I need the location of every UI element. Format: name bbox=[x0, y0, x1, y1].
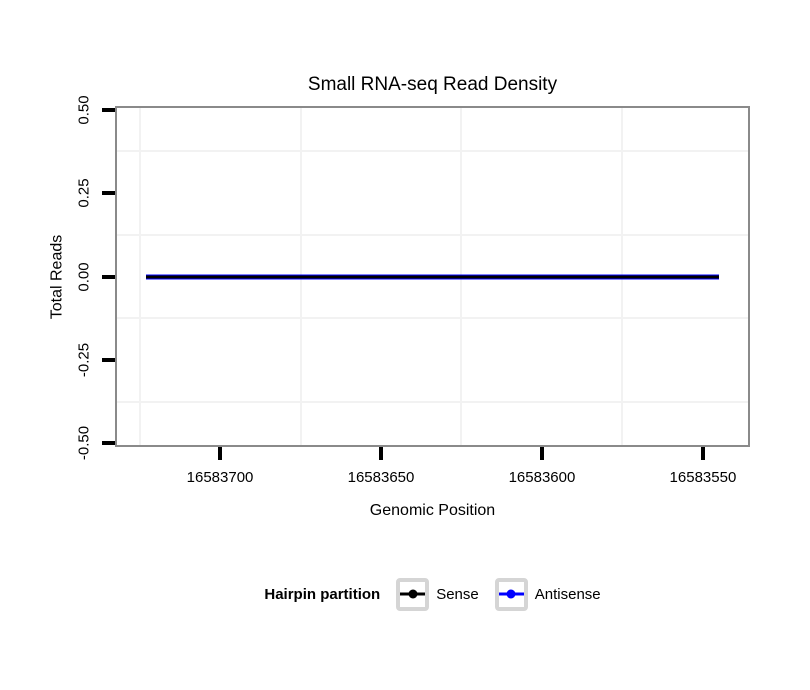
x-axis-title: Genomic Position bbox=[369, 502, 496, 519]
minor-gridline-horizontal bbox=[117, 317, 748, 320]
x-tick-label: 16583700 bbox=[186, 469, 254, 486]
legend-title: Hairpin partition bbox=[264, 585, 381, 603]
minor-gridline-horizontal bbox=[117, 400, 748, 403]
legend-entry-antisense: Antisense bbox=[494, 577, 601, 611]
minor-gridline-horizontal bbox=[117, 233, 748, 236]
legend-key-point-icon bbox=[506, 589, 516, 599]
legend-key-sense bbox=[396, 577, 430, 611]
x-tick-label: 16583550 bbox=[669, 469, 737, 486]
y-tick-mark bbox=[102, 191, 115, 196]
chart-title: Small RNA-seq Read Density bbox=[307, 74, 558, 95]
x-tick-mark bbox=[539, 447, 544, 460]
minor-gridline-horizontal bbox=[117, 150, 748, 153]
y-tick-label: 0.25 bbox=[75, 178, 93, 208]
x-tick-label: 16583650 bbox=[347, 469, 415, 486]
y-tick-mark bbox=[102, 357, 115, 362]
minor-gridline-vertical bbox=[138, 108, 141, 445]
y-tick-label: -0.25 bbox=[75, 342, 93, 378]
plot-panel bbox=[115, 106, 750, 447]
y-tick-label: 0.50 bbox=[75, 95, 93, 125]
x-tick-label: 16583600 bbox=[508, 469, 576, 486]
x-tick-mark bbox=[218, 447, 223, 460]
legend-key-point-icon bbox=[408, 589, 418, 599]
x-axis-tick-labels: 16583700 16583650 16583600 16583550 bbox=[117, 469, 748, 487]
y-axis-title: Total Reads bbox=[40, 106, 74, 447]
y-tick-mark bbox=[102, 107, 115, 112]
legend-label-sense: Sense bbox=[436, 585, 479, 603]
y-tick-mark bbox=[102, 441, 115, 446]
x-tick-mark bbox=[700, 447, 705, 460]
plot-area bbox=[117, 108, 748, 445]
series-line-sense bbox=[145, 275, 720, 278]
legend-entry-sense: Sense bbox=[396, 577, 479, 611]
legend-label-antisense: Antisense bbox=[534, 585, 601, 603]
y-tick-mark bbox=[102, 274, 115, 279]
y-tick-label: 0.00 bbox=[75, 261, 93, 292]
x-axis-ticks bbox=[117, 447, 748, 460]
x-tick-mark bbox=[378, 447, 383, 460]
y-axis-ticks bbox=[102, 107, 115, 446]
legend-key-antisense bbox=[494, 577, 528, 611]
y-axis-title-text: Total Reads bbox=[48, 234, 65, 319]
y-tick-label: -0.50 bbox=[75, 426, 93, 461]
legend: Hairpin partition Sense Antisense bbox=[115, 576, 750, 612]
